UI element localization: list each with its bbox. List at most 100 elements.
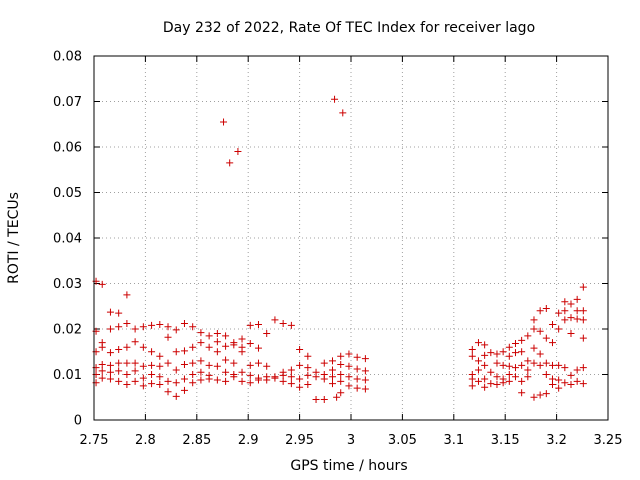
data-point (474, 357, 482, 365)
data-point (474, 366, 482, 374)
data-point (345, 350, 353, 358)
data-point (468, 382, 476, 390)
data-point (567, 371, 575, 379)
data-point (287, 366, 295, 374)
data-point (542, 305, 550, 313)
data-point (481, 383, 489, 391)
data-point (468, 352, 476, 360)
data-point (148, 321, 156, 329)
data-point (328, 357, 336, 365)
data-point (172, 348, 180, 356)
data-point (156, 352, 164, 360)
data-point (536, 327, 544, 335)
data-point (213, 338, 221, 346)
data-point (312, 373, 320, 381)
data-point (579, 316, 587, 324)
data-point (123, 371, 131, 378)
data-point (518, 389, 526, 397)
data-point (493, 359, 501, 367)
data-point (518, 377, 526, 385)
data-point (139, 323, 147, 331)
data-point (536, 391, 544, 399)
data-point (164, 388, 172, 396)
data-point (567, 300, 575, 308)
data-point (222, 332, 230, 340)
data-point (205, 361, 213, 369)
data-point (487, 380, 495, 388)
data-point (481, 341, 489, 349)
data-point (561, 316, 569, 324)
chart-title: Day 232 of 2022, Rate Of TEC Index for r… (163, 20, 535, 36)
gridlines (94, 56, 608, 420)
data-point (542, 390, 550, 398)
data-point (197, 357, 205, 365)
data-point (555, 325, 563, 333)
data-point (548, 320, 556, 328)
data-point (542, 371, 550, 378)
data-point (263, 376, 271, 384)
data-point (98, 367, 106, 375)
data-point (205, 343, 213, 351)
data-point (123, 343, 131, 351)
data-point (164, 333, 172, 341)
data-point (172, 366, 180, 374)
data-point (524, 373, 532, 381)
data-point (172, 392, 180, 400)
data-point (115, 377, 123, 385)
data-point (337, 360, 345, 368)
data-point (542, 334, 550, 342)
data-point (573, 307, 581, 315)
data-point (156, 381, 164, 389)
data-point (320, 375, 328, 383)
data-point (180, 360, 188, 368)
data-point (487, 349, 495, 357)
data-point (561, 307, 569, 315)
data-point (238, 368, 246, 376)
data-point (226, 159, 234, 167)
data-point (98, 374, 106, 382)
data-point (254, 344, 262, 352)
data-point (115, 309, 123, 317)
data-point (505, 377, 513, 385)
data-point (148, 371, 156, 378)
data-point (499, 379, 507, 387)
data-point (345, 382, 353, 390)
data-point (222, 342, 230, 350)
data-point (279, 371, 287, 379)
data-point (511, 340, 519, 348)
data-point (106, 368, 114, 376)
data-point (263, 330, 271, 338)
data-point (106, 361, 114, 369)
data-point (234, 148, 242, 156)
data-point (156, 373, 164, 381)
data-point (189, 379, 197, 387)
data-point (339, 109, 347, 117)
data-point (115, 345, 123, 353)
data-point (197, 339, 205, 347)
data-point (536, 307, 544, 315)
data-point (353, 353, 361, 361)
data-point (304, 352, 312, 360)
data-point (474, 339, 482, 347)
x-axis-label: GPS time / hours (290, 458, 407, 474)
data-point (337, 352, 345, 360)
data-point (536, 361, 544, 369)
data-point (123, 381, 131, 389)
data-point (106, 308, 114, 316)
data-point (530, 325, 538, 333)
data-point (493, 350, 501, 358)
data-point (487, 368, 495, 376)
y-tick-label: 0.03 (53, 277, 82, 292)
data-point (567, 330, 575, 338)
y-tick-label: 0.01 (53, 368, 82, 383)
y-tick-label: 0.08 (53, 50, 82, 65)
data-point (499, 361, 507, 369)
data-point (493, 373, 501, 381)
data-point (296, 375, 304, 383)
data-point (481, 351, 489, 359)
data-point (263, 362, 271, 370)
data-point (220, 118, 228, 126)
data-point (474, 377, 482, 385)
data-point (156, 320, 164, 328)
